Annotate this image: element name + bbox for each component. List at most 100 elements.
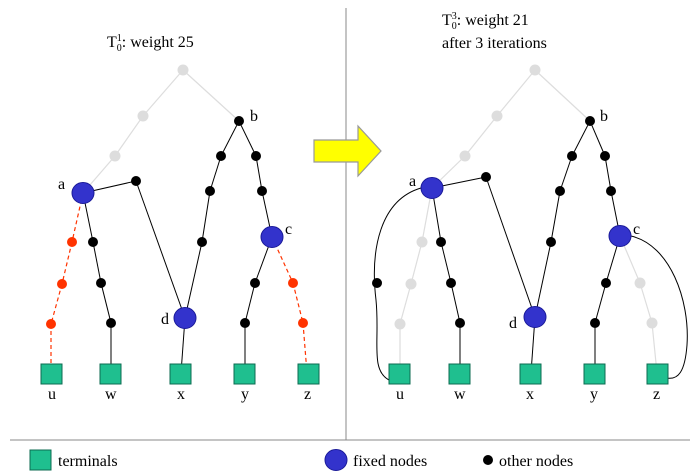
terminal-label-z: z	[653, 386, 660, 403]
other-node	[131, 176, 141, 186]
terminal-x	[169, 363, 192, 385]
other-node	[606, 186, 616, 196]
other-node	[600, 151, 610, 161]
terminal-label-y: y	[241, 386, 249, 403]
right-panel: T03: weight 21 after 3 iterations	[372, 11, 688, 403]
fixed-node-d	[173, 307, 197, 329]
terminal-y	[583, 363, 606, 385]
transition-arrow-icon	[313, 124, 382, 178]
other-node	[567, 151, 577, 161]
terminal-label-y: y	[590, 386, 598, 403]
other-node	[372, 278, 382, 288]
terminal-u	[388, 363, 411, 385]
label-c: c	[633, 221, 640, 238]
faded-node	[634, 277, 646, 289]
right-terminal-labels: u w x y z	[396, 386, 660, 403]
other-node	[88, 237, 98, 247]
other-node	[106, 318, 116, 328]
faded-node	[177, 64, 189, 76]
faded-node	[459, 150, 471, 162]
left-faded-nodes	[109, 64, 189, 162]
label-d: d	[509, 315, 517, 332]
terminal-y	[233, 363, 256, 385]
faded-node	[529, 64, 541, 76]
terminal-z	[297, 363, 320, 385]
other-node	[481, 172, 491, 182]
label-a: a	[409, 173, 416, 190]
other-node	[436, 237, 446, 247]
removed-node	[288, 278, 298, 288]
right-title: T03: weight 21	[442, 11, 529, 32]
right-title-line2: after 3 iterations	[442, 35, 547, 52]
terminal-x	[519, 363, 542, 385]
other-node	[251, 151, 261, 161]
legend-other-swatch	[483, 455, 493, 465]
fixed-node-c	[608, 225, 632, 247]
removed-node	[67, 237, 77, 247]
faded-node	[491, 110, 503, 122]
other-node	[601, 278, 611, 288]
left-terminals	[40, 363, 320, 385]
label-b: b	[250, 108, 258, 125]
left-panel: T01: weight 25	[40, 33, 320, 403]
legend-other-label: other nodes	[499, 453, 573, 470]
right-terminals	[388, 363, 669, 385]
other-node	[234, 116, 244, 126]
right-faded-nodes	[394, 64, 658, 330]
terminal-label-z: z	[304, 386, 311, 403]
other-node	[555, 186, 565, 196]
legend-terminals-label: terminals	[58, 453, 118, 470]
other-node	[590, 318, 600, 328]
label-b: b	[600, 108, 608, 125]
terminal-z	[646, 363, 669, 385]
terminal-w	[448, 363, 471, 385]
faded-node	[109, 150, 121, 162]
label-c: c	[285, 221, 292, 238]
left-node-labels: a b c d	[58, 108, 292, 328]
left-removed-nodes	[46, 237, 308, 329]
other-node	[585, 116, 595, 126]
other-node	[216, 151, 226, 161]
removed-node	[46, 319, 56, 329]
faded-node	[137, 110, 149, 122]
faded-node	[394, 318, 406, 330]
other-node	[240, 318, 250, 328]
removed-node	[57, 279, 67, 289]
left-faded-edges	[82, 69, 240, 194]
other-node	[205, 186, 215, 196]
fixed-node-d	[523, 306, 547, 328]
other-node	[197, 237, 207, 247]
terminal-label-x: x	[177, 386, 185, 403]
legend: terminals fixed nodes other nodes	[29, 449, 573, 471]
legend-fixed-swatch	[324, 449, 348, 471]
terminal-w	[99, 363, 122, 385]
other-node	[96, 278, 106, 288]
other-node	[455, 318, 465, 328]
terminal-label-x: x	[526, 386, 534, 403]
removed-node	[298, 318, 308, 328]
other-node	[257, 186, 267, 196]
faded-node	[646, 317, 658, 329]
left-other-nodes	[88, 116, 267, 328]
fixed-node-a	[420, 177, 444, 199]
legend-terminal-swatch	[29, 449, 52, 471]
left-fixed-nodes	[71, 182, 284, 329]
legend-fixed-label: fixed nodes	[353, 453, 427, 470]
faded-node	[405, 278, 417, 290]
other-node	[546, 237, 556, 247]
fixed-node-c	[260, 226, 284, 248]
left-terminal-labels: u w x y z	[48, 386, 311, 403]
terminal-label-w: w	[454, 386, 466, 403]
label-a: a	[58, 176, 65, 193]
terminal-label-u: u	[396, 386, 404, 403]
right-other-nodes	[372, 116, 616, 328]
fixed-node-a	[71, 182, 95, 204]
other-node	[446, 278, 456, 288]
terminal-label-w: w	[105, 386, 117, 403]
right-node-labels: a b c d	[409, 108, 640, 332]
right-faded-edges	[399, 69, 658, 374]
label-d: d	[161, 311, 169, 328]
left-title: T01: weight 25	[107, 33, 194, 54]
